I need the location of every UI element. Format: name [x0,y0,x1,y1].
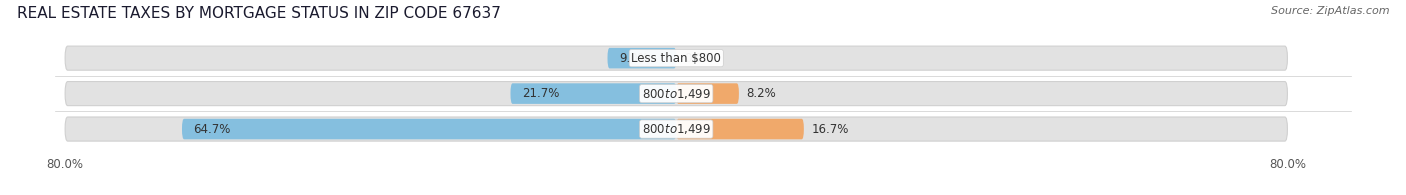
FancyBboxPatch shape [676,83,740,104]
FancyBboxPatch shape [65,117,1288,141]
Text: 8.2%: 8.2% [747,87,776,100]
FancyBboxPatch shape [607,48,676,68]
FancyBboxPatch shape [510,83,676,104]
Text: REAL ESTATE TAXES BY MORTGAGE STATUS IN ZIP CODE 67637: REAL ESTATE TAXES BY MORTGAGE STATUS IN … [17,6,501,21]
Text: 9.0%: 9.0% [619,52,648,65]
FancyBboxPatch shape [65,46,1288,70]
FancyBboxPatch shape [676,119,804,139]
Text: 64.7%: 64.7% [194,122,231,136]
Text: Source: ZipAtlas.com: Source: ZipAtlas.com [1271,6,1389,16]
Text: $800 to $1,499: $800 to $1,499 [641,122,711,136]
Text: $800 to $1,499: $800 to $1,499 [641,87,711,101]
Text: Less than $800: Less than $800 [631,52,721,65]
FancyBboxPatch shape [181,119,676,139]
Text: 0.0%: 0.0% [683,52,713,65]
Text: 21.7%: 21.7% [522,87,560,100]
Text: 16.7%: 16.7% [811,122,849,136]
FancyBboxPatch shape [65,82,1288,106]
